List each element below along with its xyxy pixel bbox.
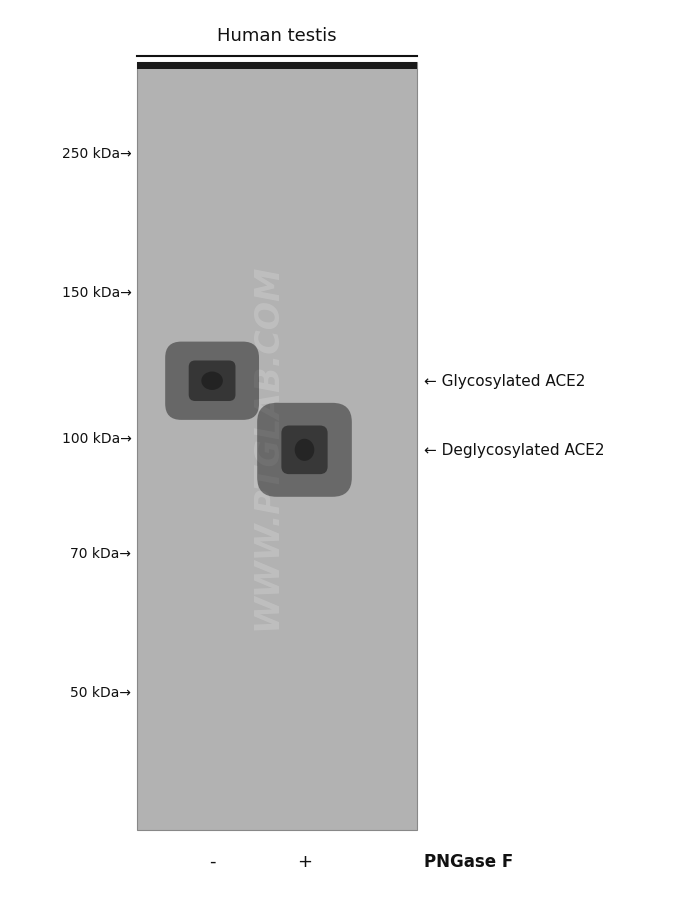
Text: +: + <box>297 851 312 870</box>
FancyBboxPatch shape <box>257 403 352 497</box>
FancyBboxPatch shape <box>165 342 259 420</box>
Text: 150 kDa→: 150 kDa→ <box>62 286 132 300</box>
Text: 70 kDa→: 70 kDa→ <box>71 547 132 561</box>
FancyBboxPatch shape <box>281 426 328 474</box>
Text: -: - <box>209 851 216 870</box>
Text: 50 kDa→: 50 kDa→ <box>71 685 132 699</box>
Text: ← Deglycosylated ACE2: ← Deglycosylated ACE2 <box>424 443 605 458</box>
Text: 100 kDa→: 100 kDa→ <box>62 432 132 446</box>
Text: WWW.PTGLAB.COM: WWW.PTGLAB.COM <box>250 263 283 630</box>
Text: 250 kDa→: 250 kDa→ <box>62 147 132 161</box>
Text: PNGase F: PNGase F <box>424 851 514 870</box>
Bar <box>136 63 416 830</box>
Ellipse shape <box>202 373 223 391</box>
FancyBboxPatch shape <box>189 361 235 401</box>
Ellipse shape <box>295 439 314 461</box>
Bar <box>136 63 416 70</box>
Text: Human testis: Human testis <box>217 27 336 45</box>
Text: ← Glycosylated ACE2: ← Glycosylated ACE2 <box>424 373 586 389</box>
